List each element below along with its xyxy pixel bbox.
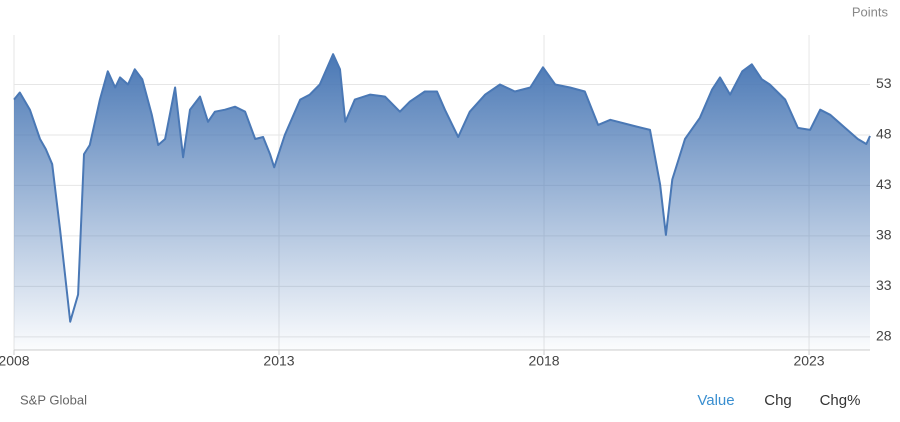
y-tick-label: 33: [876, 277, 892, 293]
tab-chg[interactable]: Chg: [764, 392, 792, 409]
y-tick-label: 43: [876, 176, 892, 192]
x-tick-label: 2008: [0, 353, 30, 369]
x-tick-label: 2018: [528, 353, 559, 369]
tab-chg-pct[interactable]: Chg%: [820, 392, 861, 409]
area: [14, 54, 870, 350]
source: S&P Global: [20, 392, 87, 407]
x-tick-label: 2023: [793, 353, 824, 369]
y-tick-label: 28: [876, 328, 892, 344]
y-tick-label: 48: [876, 126, 892, 142]
y-unit: Points: [852, 4, 889, 19]
y-tick-label: 53: [876, 75, 892, 91]
y-tick-label: 38: [876, 227, 892, 243]
x-tick-label: 2013: [263, 353, 294, 369]
tab-value[interactable]: Value: [697, 392, 734, 409]
line: [13, 53, 871, 323]
